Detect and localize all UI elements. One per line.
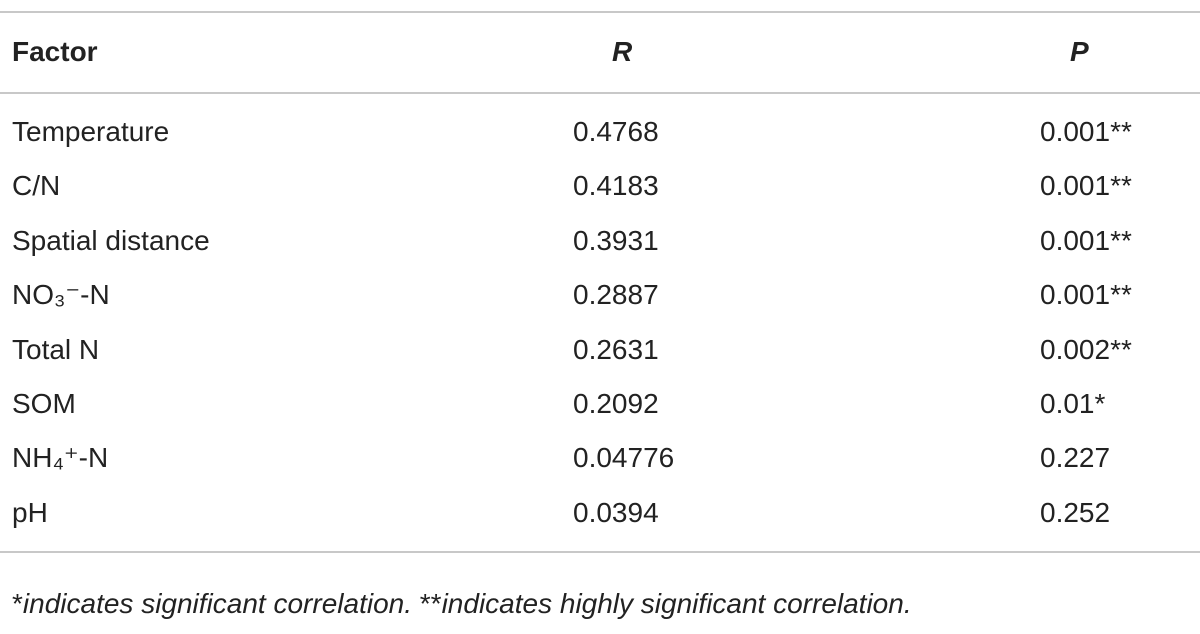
header-cell: R [612, 36, 633, 67]
header-rule [0, 92, 1200, 94]
factor-cell: C/N [12, 170, 61, 202]
p-cell: 0.001** [1040, 224, 1132, 256]
factor-cell: Total N [12, 333, 100, 365]
footnote-text: indicates highly significant correlation… [441, 588, 912, 619]
bottom-rule [0, 551, 1200, 553]
r-cell: 0.4183 [573, 170, 659, 202]
p-cell: 0.002** [1040, 333, 1132, 365]
footnote: *indicates significant correlation. **in… [12, 588, 912, 620]
r-cell: 0.2887 [573, 279, 659, 311]
r-cell: 0.3931 [573, 224, 659, 256]
r-cell: 0.04776 [573, 442, 675, 474]
p-cell: 0.001** [1040, 116, 1132, 147]
factor-cell: NO₃⁻-N [12, 279, 110, 311]
p-cell: 0.001** [1040, 279, 1132, 311]
footnote-text: indicates significant correlation. [22, 588, 420, 619]
p-cell: 0.227 [1040, 442, 1111, 474]
factor-cell: pH [12, 496, 48, 528]
p-cell: 0.001** [1040, 170, 1132, 202]
footnote-mark: ** [419, 588, 442, 619]
r-cell: 0.2092 [573, 388, 659, 419]
factor-cell: Spatial distance [12, 224, 210, 256]
r-cell: 0.0394 [573, 496, 659, 528]
header-cell: Factor [12, 36, 98, 67]
p-cell: 0.252 [1040, 496, 1111, 528]
p-cell: 0.01* [1040, 388, 1106, 419]
top-rule [0, 11, 1200, 13]
factor-cell: NH₄⁺-N [12, 442, 109, 474]
r-cell: 0.2631 [573, 333, 659, 365]
factor-cell: SOM [12, 388, 76, 419]
factor-cell: Temperature [12, 116, 170, 147]
footnote-mark: * [12, 588, 23, 619]
r-cell: 0.4768 [573, 116, 659, 147]
header-cell: P [1070, 36, 1089, 67]
